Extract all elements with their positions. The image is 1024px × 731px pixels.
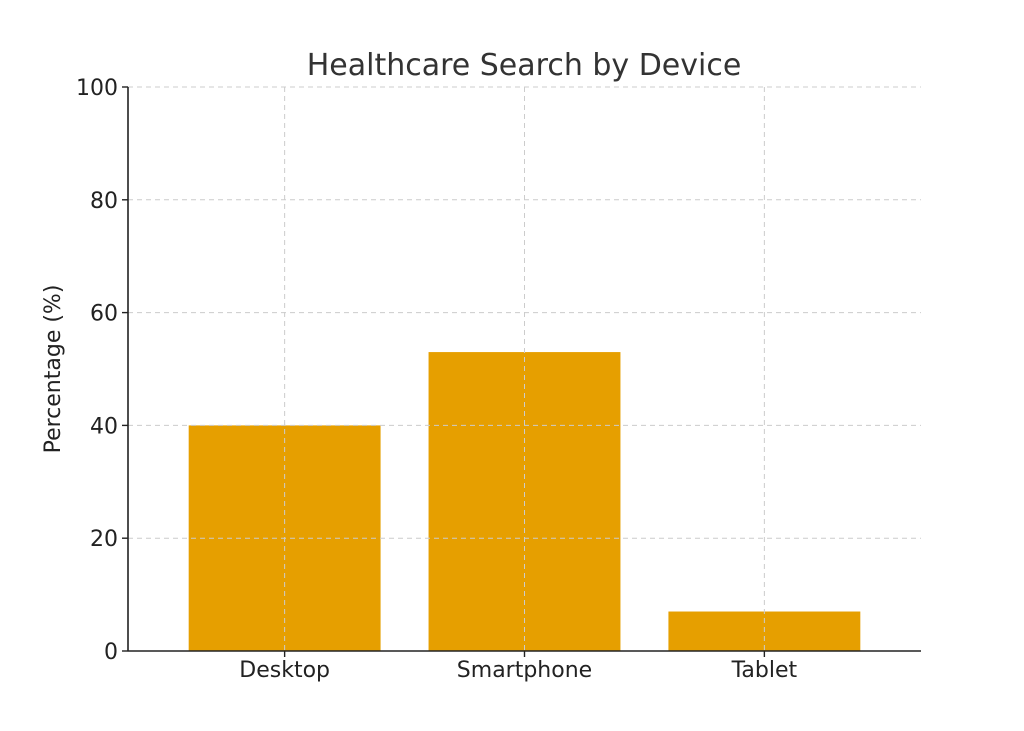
y-tick-label: 80 (90, 189, 118, 214)
chart-title: Healthcare Search by Device (307, 48, 742, 83)
y-axis-label: Percentage (%) (41, 285, 66, 454)
y-tick-label: 60 (90, 302, 118, 327)
grid (128, 86, 921, 651)
x-tick-label: Smartphone (457, 658, 592, 683)
x-axis-ticks: Desktop Smartphone Tablet (239, 651, 797, 683)
x-tick-label: Tablet (731, 658, 798, 683)
y-tick-label: 40 (90, 414, 118, 439)
y-axis-ticks: 0 20 40 60 80 100 (76, 76, 128, 665)
y-tick-label: 20 (90, 527, 118, 552)
y-tick-label: 100 (76, 76, 118, 101)
y-tick-label: 0 (104, 640, 118, 665)
x-tick-label: Desktop (239, 658, 330, 683)
